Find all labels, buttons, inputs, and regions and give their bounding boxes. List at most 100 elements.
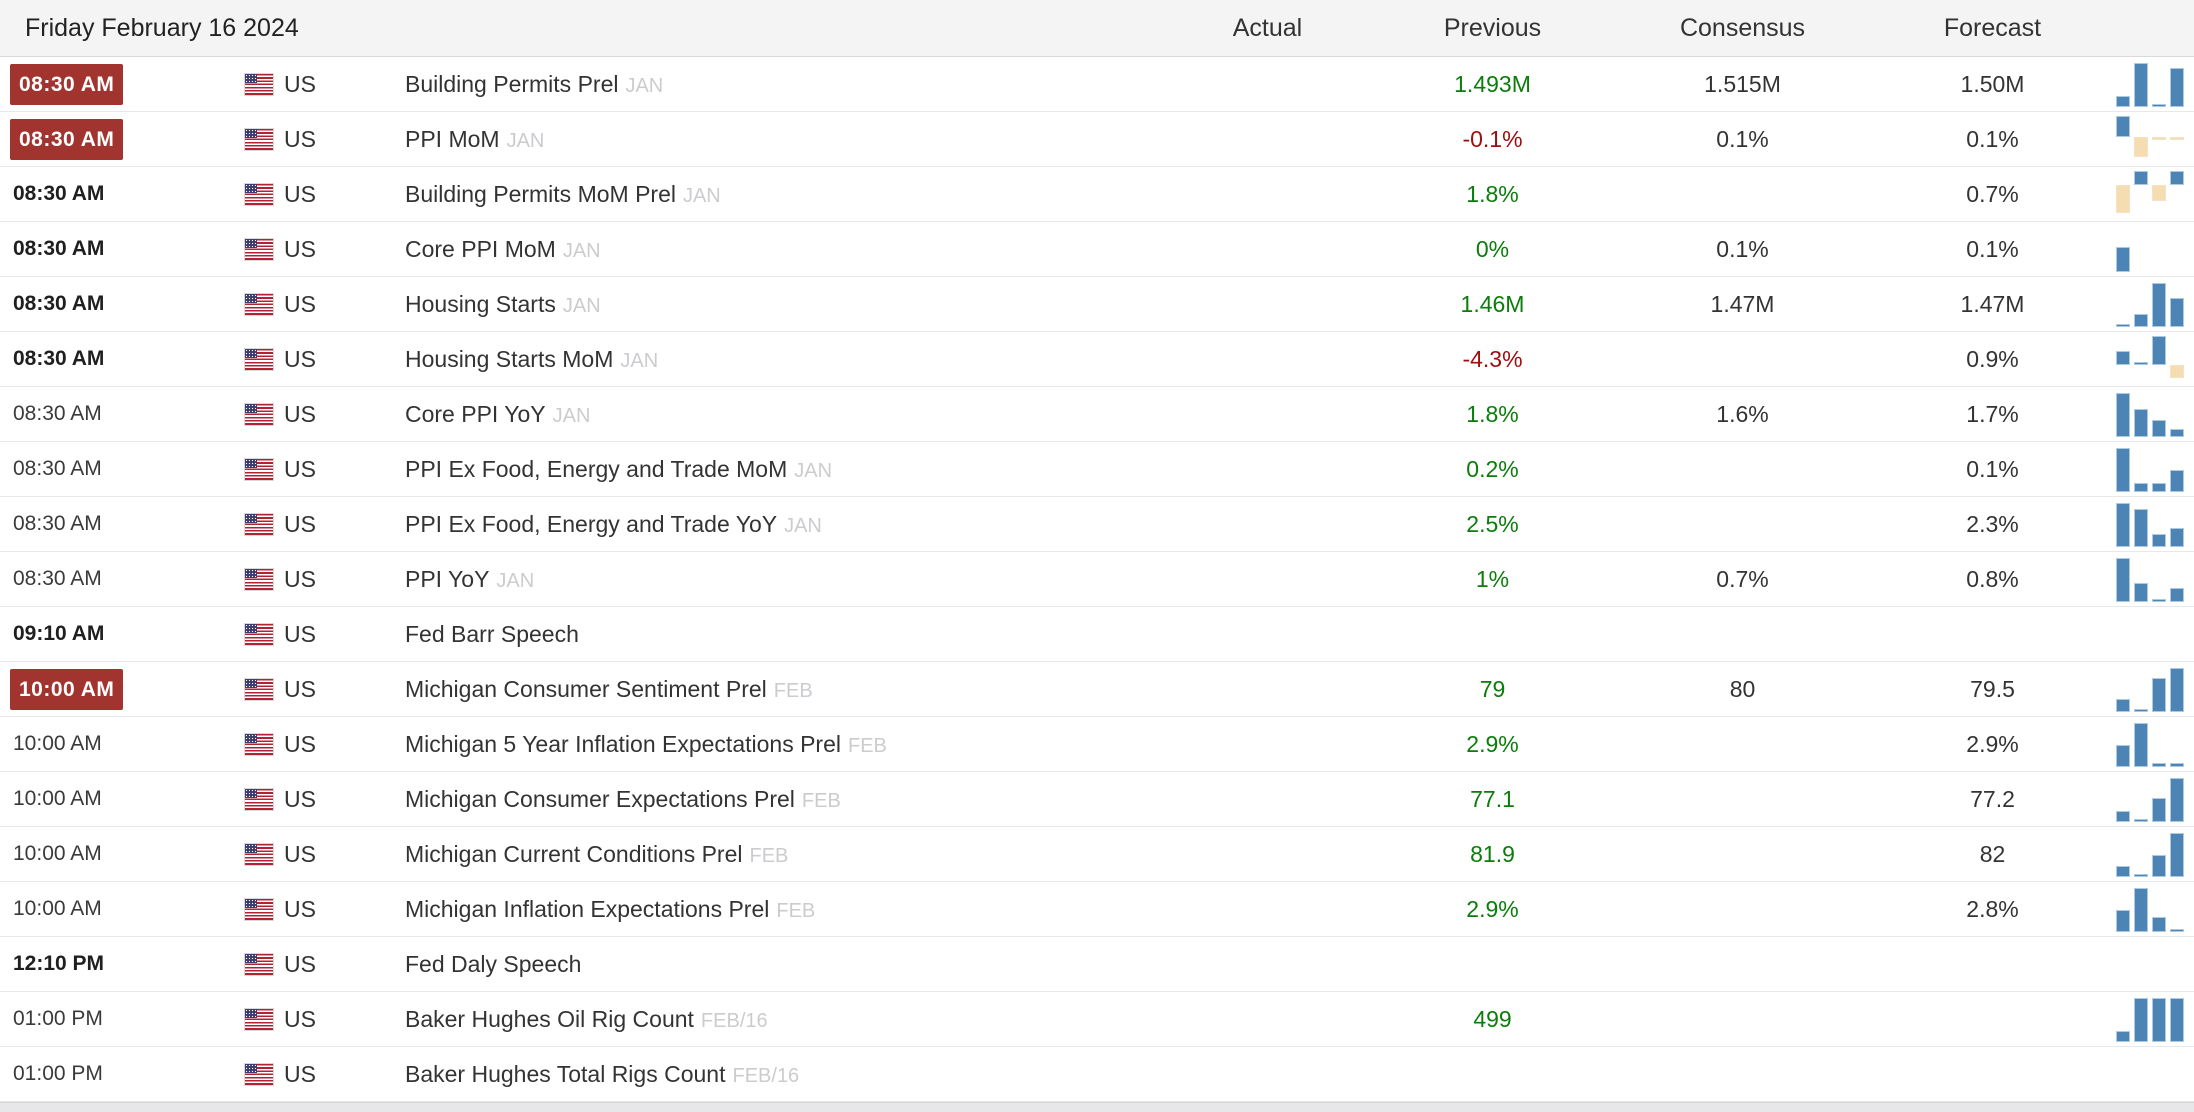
calendar-row[interactable]: 08:30 AM US PPI MoM JAN -0.1% 0.1% 0.1% [0, 112, 2194, 167]
forecast-value: 79.5 [1970, 675, 2015, 702]
chart-cell [2105, 501, 2194, 547]
spark-bar-positive [2134, 509, 2148, 547]
country-label: US [284, 730, 316, 757]
event-link[interactable]: Building Permits Prel [405, 70, 619, 97]
reference-period: FEB [801, 789, 841, 812]
spark-bar-positive [2170, 998, 2184, 1042]
sparkline-chart [2116, 831, 2184, 877]
event-link[interactable]: Michigan Consumer Expectations Prel [405, 785, 795, 812]
event-link[interactable]: Michigan Current Conditions Prel [405, 840, 743, 867]
spark-bar-positive [2116, 699, 2130, 712]
calendar-row[interactable]: 10:00 AM US Michigan Inflation Expectation… [0, 882, 2194, 937]
calendar-row[interactable]: 01:00 PM US Baker Hughes Total Rigs Count F… [0, 1047, 2194, 1102]
forecast-value: 0.9% [1966, 345, 2019, 372]
previous-value: 1.46M [1460, 290, 1525, 317]
event-link[interactable]: Housing Starts MoM [405, 345, 614, 372]
calendar-row[interactable]: 08:30 AM US PPI Ex Food, Energy and Trade … [0, 497, 2194, 552]
country-cell: US [230, 456, 405, 483]
country-label: US [284, 345, 316, 372]
calendar-row[interactable]: 08:30 AM US Core PPI MoM JAN 0% 0.1% 0.1% [0, 222, 2194, 277]
country-cell: US [230, 786, 405, 813]
calendar-row[interactable]: 08:30 AM US PPI Ex Food, Energy and Trade … [0, 442, 2194, 497]
spark-bar-positive [2170, 298, 2184, 327]
country-label: US [284, 70, 316, 97]
country-label: US [284, 895, 316, 922]
chart-cell [2105, 996, 2194, 1042]
previous-value: 1.8% [1466, 180, 1519, 207]
chart-cell [2105, 281, 2194, 327]
reference-period: JAN [562, 294, 601, 317]
spark-bar-positive [2116, 810, 2130, 822]
event-link[interactable]: PPI Ex Food, Energy and Trade MoM [405, 455, 788, 482]
us-flag-icon [244, 677, 274, 701]
calendar-row[interactable]: 12:10 PM US Fed Daly Speech [0, 937, 2194, 992]
reference-period: JAN [562, 239, 601, 262]
calendar-row[interactable]: 09:10 AM US Fed Barr Speech [0, 607, 2194, 662]
chart-cell [2105, 556, 2194, 602]
calendar-row[interactable]: 08:30 AM US Housing Starts JAN 1.46M 1.47M 1.4… [0, 277, 2194, 332]
forecast-value: 77.2 [1970, 785, 2015, 812]
previous-value: 77.1 [1470, 785, 1515, 812]
spark-bar-positive [2170, 67, 2184, 107]
event-cell: Building Permits MoM Prel JAN [405, 181, 1155, 208]
calendar-row[interactable]: 10:00 AM US Michigan Current Conditions Pr… [0, 827, 2194, 882]
calendar-row[interactable]: 08:30 AM US Housing Starts MoM JAN -4.3% 0.9% [0, 332, 2194, 387]
event-link[interactable]: Michigan Inflation Expectations Prel [405, 895, 770, 922]
us-flag-icon [244, 512, 274, 536]
event-link[interactable]: Building Permits MoM Prel [405, 180, 676, 207]
calendar-row[interactable]: 08:30 AM US PPI YoY JAN 1% 0.7% 0.8% [0, 552, 2194, 607]
forecast-value: 82 [1979, 840, 2006, 867]
reference-period: FEB [749, 844, 789, 867]
event-link[interactable]: Core PPI MoM [405, 235, 556, 262]
event-cell: Core PPI YoY JAN [405, 401, 1155, 428]
time-label: 08:30 AM [13, 182, 105, 205]
chart-cell [2105, 61, 2194, 107]
calendar-row[interactable]: 08:30 AM US Building Permits MoM Prel JAN 1.… [0, 167, 2194, 222]
country-label: US [284, 400, 316, 427]
country-cell: US [230, 676, 405, 703]
calendar-row[interactable]: 10:00 AM US Michigan Consumer Sentiment Pr… [0, 662, 2194, 717]
spark-bar-positive [2152, 916, 2166, 932]
calendar-row[interactable]: 01:00 PM US Baker Hughes Oil Rig Count FEB/… [0, 992, 2194, 1047]
event-link[interactable]: Baker Hughes Total Rigs Count [405, 1060, 726, 1087]
event-link[interactable]: PPI MoM [405, 125, 500, 152]
spark-bar-positive [2116, 503, 2130, 547]
time-label: 08:30 AM [13, 512, 102, 535]
spark-bar-positive [2170, 763, 2184, 767]
spark-bar-positive [2134, 482, 2148, 492]
spark-bar-positive [2152, 798, 2166, 822]
reference-period: JAN [794, 459, 833, 482]
event-link[interactable]: Fed Daly Speech [405, 950, 582, 977]
consensus-value: 80 [1729, 675, 1756, 702]
spark-bar-positive [2116, 116, 2130, 137]
event-link[interactable]: Michigan 5 Year Inflation Expectations P… [405, 730, 841, 757]
calendar-row[interactable]: 08:30 AM US Building Permits Prel JAN 1.493M… [0, 57, 2194, 112]
country-label: US [284, 125, 316, 152]
event-link[interactable]: Core PPI YoY [405, 400, 546, 427]
spark-bar-positive [2116, 448, 2130, 492]
calendar-row[interactable]: 10:00 AM US Michigan 5 Year Inflation Expe… [0, 717, 2194, 772]
calendar-row[interactable]: 10:00 AM US Michigan Consumer Expectations… [0, 772, 2194, 827]
previous-value: 1.8% [1466, 400, 1519, 427]
column-header-consensus: Consensus [1679, 13, 1806, 42]
event-link[interactable]: Housing Starts [405, 290, 556, 317]
reference-period: JAN [552, 404, 591, 427]
us-flag-icon [244, 402, 274, 426]
event-link[interactable]: Baker Hughes Oil Rig Count [405, 1005, 694, 1032]
previous-value: 1.493M [1454, 70, 1531, 97]
event-link[interactable]: PPI Ex Food, Energy and Trade YoY [405, 510, 778, 537]
spark-bar-positive [2170, 778, 2184, 822]
event-link[interactable]: Fed Barr Speech [405, 620, 579, 647]
previous-value: 2.5% [1466, 510, 1519, 537]
chart-cell [2105, 666, 2194, 712]
event-link[interactable]: Michigan Consumer Sentiment Prel [405, 675, 767, 702]
event-link[interactable]: PPI YoY [405, 565, 490, 592]
country-cell: US [230, 841, 405, 868]
time-label: 10:00 AM [13, 842, 102, 865]
time-cell: 08:30 AM [0, 347, 230, 371]
time-cell: 08:30 AM [0, 512, 230, 536]
calendar-row[interactable]: 08:30 AM US Core PPI YoY JAN 1.8% 1.6% 1.7% [0, 387, 2194, 442]
spark-bar-positive [2134, 709, 2148, 712]
reference-period: JAN [682, 184, 721, 207]
time-cell: 08:30 AM [0, 567, 230, 591]
